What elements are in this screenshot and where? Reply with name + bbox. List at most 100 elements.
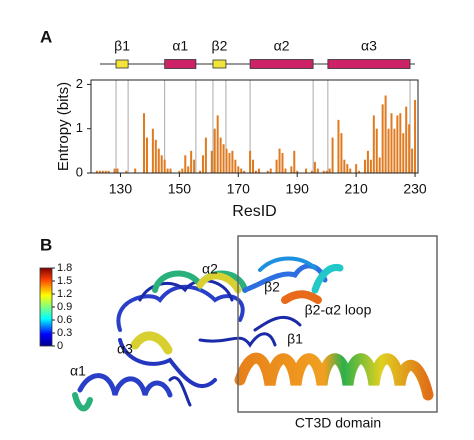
colorbar-tick-label: 0.9 (57, 301, 72, 313)
bar (113, 168, 116, 173)
bar (210, 150, 213, 173)
bar (237, 166, 240, 173)
bar (116, 168, 119, 173)
bar (387, 128, 390, 173)
ss-element (327, 59, 411, 69)
bar (266, 170, 269, 173)
bar (193, 159, 196, 173)
x-tick-label: 210 (344, 181, 368, 197)
bar (269, 168, 272, 173)
bar (181, 168, 184, 173)
bar (355, 164, 358, 173)
bar (125, 170, 128, 173)
ss-element (164, 59, 197, 69)
x-tick-label: 150 (168, 181, 192, 197)
bar (199, 170, 201, 173)
bar (254, 170, 257, 173)
colorbar (39, 267, 53, 347)
panel-label: B (40, 235, 52, 254)
bar (204, 137, 207, 173)
bar (240, 168, 243, 173)
bar (281, 153, 284, 173)
bar (243, 170, 246, 173)
bar (166, 168, 169, 173)
domain-box (237, 235, 438, 413)
bar (275, 159, 278, 173)
bar (98, 170, 101, 173)
bar (293, 150, 296, 173)
bar (104, 170, 107, 173)
bar (190, 150, 193, 173)
bar (249, 150, 252, 173)
x-tick-label: 230 (403, 181, 427, 197)
bar (331, 137, 334, 173)
bar (411, 148, 414, 173)
colorbar-tick-label: 0.3 (57, 327, 72, 339)
bar (216, 115, 219, 173)
bar (343, 159, 346, 173)
bar (393, 128, 396, 173)
ss-label: β1 (114, 38, 130, 54)
bar (358, 170, 361, 173)
bar (381, 104, 384, 173)
bar (325, 170, 328, 173)
bar (402, 133, 405, 173)
x-tick-label: 190 (286, 181, 310, 197)
bar (340, 133, 343, 173)
bar (95, 170, 98, 173)
ss-label: β2 (212, 38, 228, 54)
bar (414, 99, 417, 173)
entropy-plot: β1 α1 β2 α2 α3 0 1 2 130 150 170 190 210 230 ResID Entr… (55, 38, 427, 221)
ss-element (115, 59, 129, 69)
bar (372, 115, 375, 173)
x-tick-label: 130 (109, 181, 133, 197)
ss-label: α3 (361, 38, 377, 54)
plot-frame (90, 79, 419, 174)
bar (178, 170, 181, 173)
bar (310, 170, 313, 173)
bar (316, 168, 319, 173)
bar (399, 113, 402, 173)
bar (408, 124, 411, 173)
bar (328, 168, 331, 173)
structure-label: α2 (202, 261, 218, 277)
ss-element (212, 59, 227, 69)
bar (305, 168, 308, 173)
x-axis-label: ResID (232, 203, 276, 220)
bar (187, 166, 190, 173)
bar (278, 148, 281, 173)
colorbar-tick-label: 0 (57, 340, 63, 352)
bar (143, 113, 146, 173)
bar (234, 159, 237, 173)
bar (313, 161, 316, 173)
structure-label: β2 (264, 279, 280, 295)
bar (145, 137, 148, 173)
bar (219, 137, 222, 173)
y-tick-label: 2 (76, 76, 83, 91)
bar (107, 170, 110, 173)
bar (225, 148, 228, 173)
bar (284, 168, 287, 173)
bar (157, 148, 160, 173)
structure-label: β2-α2 loop (305, 302, 372, 318)
bar (296, 170, 299, 173)
bar (163, 159, 166, 173)
y-tick-label: 1 (76, 120, 83, 135)
bar (346, 164, 349, 173)
x-tick-label: 170 (227, 181, 251, 197)
protein-ribbon (72, 256, 434, 412)
bar (154, 139, 157, 173)
ss-element (249, 59, 314, 69)
bar (322, 170, 325, 173)
bar (101, 170, 104, 173)
domain-label: CT3D domain (295, 415, 381, 431)
bar (363, 159, 366, 173)
bar (337, 119, 340, 173)
bar (366, 150, 369, 173)
colorbar-tick-label: 1.5 (57, 275, 72, 287)
panel-label: A (40, 27, 52, 46)
bar (169, 168, 172, 173)
bar (151, 128, 154, 173)
